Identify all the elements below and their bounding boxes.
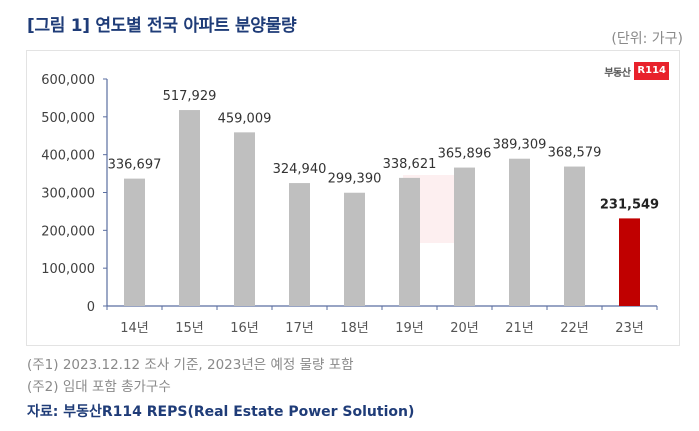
- footnote-2: (주2) 임대 포함 총가구수: [27, 379, 171, 395]
- x-tick-label: 17년: [285, 321, 314, 336]
- bar-16년: [234, 132, 255, 306]
- bar-value-label: 324,940: [273, 162, 327, 177]
- bar-14년: [124, 178, 145, 306]
- footnote-1: (주1) 2023.12.12 조사 기준, 2023년은 예정 물량 포함: [27, 357, 354, 373]
- bar-20년: [454, 167, 475, 306]
- bar-23년: [619, 218, 640, 306]
- x-tick-label: 16년: [230, 321, 259, 336]
- x-tick-label: 21년: [505, 321, 534, 336]
- y-tick-label: 400,000: [41, 149, 95, 164]
- y-tick-label: 200,000: [41, 224, 95, 239]
- bar-value-label: 365,896: [438, 147, 492, 162]
- bar-value-label: 336,697: [108, 158, 162, 173]
- bar-value-label: 299,390: [328, 172, 382, 187]
- bar-value-label: 231,549: [600, 197, 659, 212]
- x-tick-label: 18년: [340, 321, 369, 336]
- footnotes: (주1) 2023.12.12 조사 기준, 2023년은 예정 물량 포함 (…: [27, 354, 354, 398]
- bar-17년: [289, 183, 310, 306]
- chart-title: [그림 1] 연도별 전국 아파트 분양물량: [27, 16, 297, 36]
- bar-value-label: 389,309: [493, 138, 547, 153]
- logo-badge: R114: [634, 62, 669, 80]
- x-tick-label: 14년: [120, 321, 149, 336]
- x-tick-label: 15년: [175, 321, 204, 336]
- bar-value-label: 459,009: [218, 111, 272, 126]
- source-credit: 자료: 부동산R114 REPS(Real Estate Power Solut…: [27, 404, 415, 420]
- bar-15년: [179, 110, 200, 306]
- r114-logo: 부동산 R114: [604, 62, 669, 80]
- logo-text: 부동산: [604, 67, 631, 79]
- x-tick-label: 19년: [395, 321, 424, 336]
- y-tick-label: 100,000: [41, 262, 95, 277]
- bar-value-label: 368,579: [548, 146, 602, 161]
- x-tick-label: 20년: [450, 321, 479, 336]
- bar-19년: [399, 177, 420, 306]
- x-tick-label: 22년: [560, 321, 589, 336]
- bar-value-label: 517,929: [163, 89, 217, 104]
- bar-22년: [564, 166, 585, 306]
- bar-21년: [509, 158, 530, 306]
- y-tick-label: 500,000: [41, 111, 95, 126]
- y-tick-label: 0: [87, 300, 95, 315]
- y-tick-label: 300,000: [41, 187, 95, 202]
- unit-label: (단위: 가구): [611, 31, 683, 47]
- bar-value-label: 338,621: [383, 157, 437, 172]
- x-tick-label: 23년: [615, 321, 644, 336]
- y-tick-label: 600,000: [41, 73, 95, 88]
- bar-18년: [344, 192, 365, 306]
